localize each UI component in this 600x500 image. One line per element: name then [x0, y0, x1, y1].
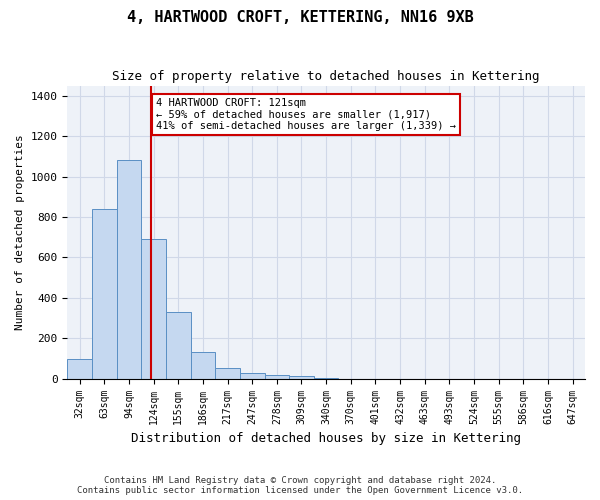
- Text: 4 HARTWOOD CROFT: 121sqm
← 59% of detached houses are smaller (1,917)
41% of sem: 4 HARTWOOD CROFT: 121sqm ← 59% of detach…: [156, 98, 456, 131]
- Bar: [289, 376, 314, 378]
- Title: Size of property relative to detached houses in Kettering: Size of property relative to detached ho…: [112, 70, 540, 83]
- Y-axis label: Number of detached properties: Number of detached properties: [15, 134, 25, 330]
- Bar: [191, 352, 215, 378]
- Bar: [141, 239, 166, 378]
- Bar: [240, 372, 265, 378]
- Bar: [166, 312, 191, 378]
- Bar: [116, 160, 141, 378]
- Bar: [67, 360, 92, 378]
- Bar: [265, 374, 289, 378]
- Text: 4, HARTWOOD CROFT, KETTERING, NN16 9XB: 4, HARTWOOD CROFT, KETTERING, NN16 9XB: [127, 10, 473, 25]
- Bar: [92, 209, 116, 378]
- X-axis label: Distribution of detached houses by size in Kettering: Distribution of detached houses by size …: [131, 432, 521, 445]
- Text: Contains HM Land Registry data © Crown copyright and database right 2024.
Contai: Contains HM Land Registry data © Crown c…: [77, 476, 523, 495]
- Bar: [215, 368, 240, 378]
